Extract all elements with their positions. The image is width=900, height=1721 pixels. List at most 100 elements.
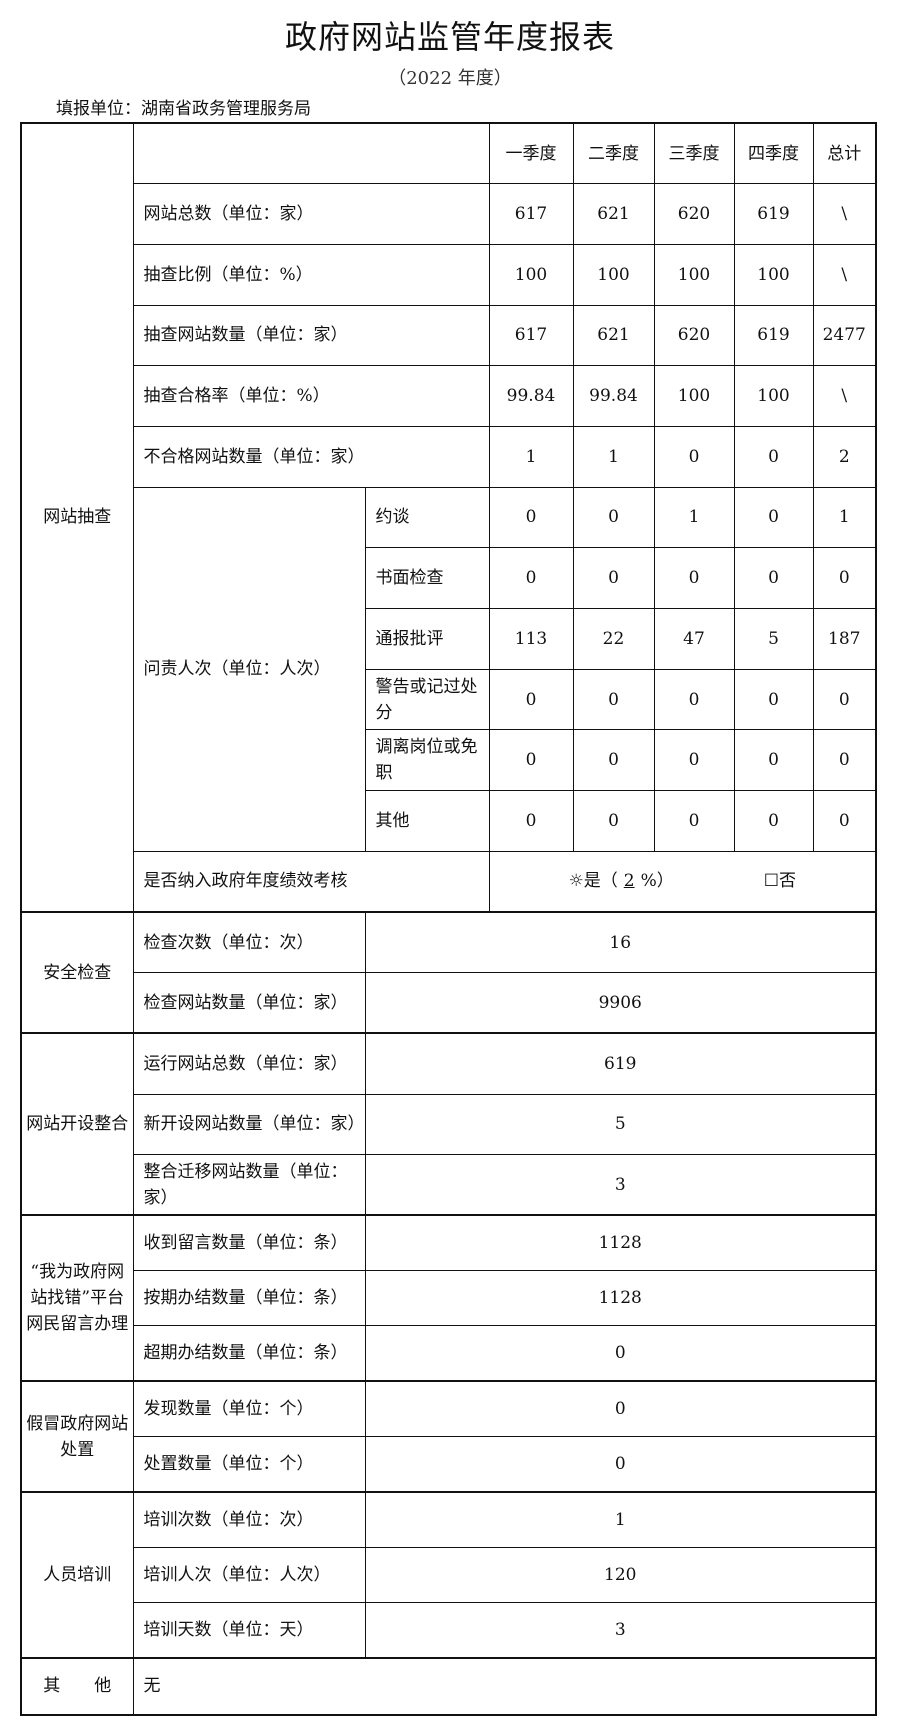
value-cell: 3 [364, 1154, 877, 1216]
value-cell: 100 [653, 365, 735, 427]
value-cell: 620 [653, 183, 735, 245]
value-cell: 0 [653, 425, 735, 488]
value-cell: 47 [653, 608, 735, 670]
value-cell: 0 [572, 790, 655, 852]
value-cell: 621 [572, 304, 655, 367]
table-row: 按期办结数量（单位：条） 1128 [21, 1270, 877, 1327]
value-cell: 5 [733, 608, 814, 670]
value-cell: 1128 [364, 1270, 877, 1327]
row-label: 发现数量（单位：个） [132, 1380, 366, 1438]
value-cell: 0 [572, 486, 655, 549]
table-row: 调离岗位或免职 0 0 0 0 0 [21, 729, 877, 792]
table-row: 处置数量（单位：个） 0 [21, 1436, 877, 1493]
assessment-options: ☼是（ 2%） ☐否 [488, 850, 877, 913]
value-cell: 0 [653, 547, 735, 609]
value-cell: 1 [572, 425, 655, 488]
value-cell: \ [812, 365, 877, 427]
value-cell: 0 [733, 547, 814, 609]
row-label: 不合格网站数量（单位：家） [132, 425, 490, 488]
value-cell: 0 [572, 547, 655, 609]
sub-row-label: 其他 [364, 790, 490, 852]
row-label: 运行网站总数（单位：家） [132, 1032, 366, 1095]
table-row: 抽查网站数量（单位：家） 617 621 620 619 2477 [21, 304, 877, 367]
value-cell: 9906 [364, 972, 877, 1034]
yes-label: 是（ [583, 871, 618, 892]
no-label: 否 [778, 871, 796, 892]
value-cell: 0 [364, 1325, 877, 1382]
value-cell: 1 [488, 425, 574, 488]
table-row: 人员培训 培训次数（单位：次） 1 [20, 1491, 877, 1659]
value-cell: 2 [812, 425, 877, 488]
assessment-no-option[interactable]: ☐否 [764, 868, 796, 894]
header-blank [132, 122, 490, 185]
value-cell: 187 [812, 608, 877, 670]
sub-row-label: 约谈 [364, 486, 490, 549]
value-cell: 0 [733, 425, 814, 488]
sub-row-label: 通报批评 [364, 608, 490, 670]
table-row: 抽查合格率（单位：%） 99.84 99.84 100 100 \ [21, 365, 877, 427]
sub-row-label: 警告或记过处分 [364, 668, 490, 731]
row-label: 抽查网站数量（单位：家） [132, 304, 490, 367]
section-label: 假冒政府网站处置 [20, 1380, 134, 1493]
page-title: 政府网站监管年度报表 [284, 18, 615, 56]
value-cell: 0 [488, 668, 574, 731]
table-row: 新开设网站数量（单位：家） 5 [21, 1093, 877, 1156]
reporting-unit: 填报单位：湖南省政务管理服务局 [56, 99, 311, 119]
table-row: 安全检查 检查次数（单位：次） 16 [20, 911, 877, 1034]
section-label: 安全检查 [20, 911, 134, 1034]
section-label: “我为政府网站找错”平台网民留言办理 [20, 1214, 134, 1382]
column-header: 四季度 [733, 122, 814, 185]
value-cell: 0 [733, 790, 814, 852]
row-label: 网站总数（单位：家） [132, 183, 490, 245]
value-cell: 0 [812, 547, 877, 609]
table-row: 培训天数（单位：天） 3 [21, 1601, 877, 1659]
value-cell: 22 [572, 608, 655, 670]
table-row: 检查网站数量（单位：家） 9906 [21, 972, 877, 1034]
row-label: 超期办结数量（单位：条） [132, 1325, 366, 1382]
table-row: 假冒政府网站处置 发现数量（单位：个） 0 [20, 1380, 877, 1493]
value-cell: 100 [733, 243, 814, 306]
row-label: 检查次数（单位：次） [132, 911, 366, 974]
value-cell: 113 [488, 608, 574, 670]
column-header: 总计 [812, 122, 877, 185]
value-cell: 619 [733, 304, 814, 367]
value-cell: 0 [812, 790, 877, 852]
radio-selected-icon: ☼ [568, 871, 584, 892]
table-row: “我为政府网站找错”平台网民留言办理 收到留言数量（单位：条） 1128 [20, 1214, 877, 1382]
table-row: 网站开设整合 运行网站总数（单位：家） 619 [20, 1032, 877, 1216]
value-cell: 0 [488, 547, 574, 609]
assessment-yes-option[interactable]: ☼是（ 2%） [569, 868, 674, 894]
value-cell: 100 [572, 243, 655, 306]
value-cell: 0 [812, 729, 877, 792]
row-label-accountability: 问责人次（单位：人次） [132, 486, 366, 852]
table-row: 其 他无 [20, 1657, 877, 1716]
yes-suffix: %） [640, 871, 674, 892]
section-label: 人员培训 [20, 1491, 134, 1659]
row-label: 检查网站数量（单位：家） [132, 972, 366, 1034]
value-cell: 0 [572, 729, 655, 792]
value-cell: 2477 [812, 304, 877, 367]
value-cell: 0 [733, 729, 814, 792]
column-header: 一季度 [488, 122, 574, 185]
table-row: 书面检查 0 0 0 0 0 [21, 547, 877, 609]
value-cell: 0 [572, 668, 655, 731]
yes-percent: 2 [623, 871, 635, 892]
table-row: 抽查比例（单位：%） 100 100 100 100 \ [21, 243, 877, 306]
row-label: 培训次数（单位：次） [132, 1491, 366, 1548]
row-label: 处置数量（单位：个） [132, 1436, 366, 1493]
sub-row-label: 调离岗位或免职 [364, 729, 490, 792]
value-cell: 1128 [364, 1214, 877, 1272]
value-cell: 620 [653, 304, 735, 367]
table-row: 整合迁移网站数量（单位：家） 3 [21, 1154, 877, 1216]
table-row: 是否纳入政府年度绩效考核 ☼是（ 2%） ☐否 [21, 850, 877, 913]
checkbox-icon: ☐ [763, 871, 779, 892]
value-cell: 0 [812, 668, 877, 731]
report-year: （2022 年度） [388, 68, 512, 89]
section-label: 网站开设整合 [20, 1032, 134, 1216]
value-cell: 0 [733, 668, 814, 731]
value-cell: 619 [364, 1032, 877, 1095]
value-cell: 0 [488, 790, 574, 852]
value-cell: 617 [488, 304, 574, 367]
value-cell: 1 [653, 486, 735, 549]
row-label: 收到留言数量（单位：条） [132, 1214, 366, 1272]
